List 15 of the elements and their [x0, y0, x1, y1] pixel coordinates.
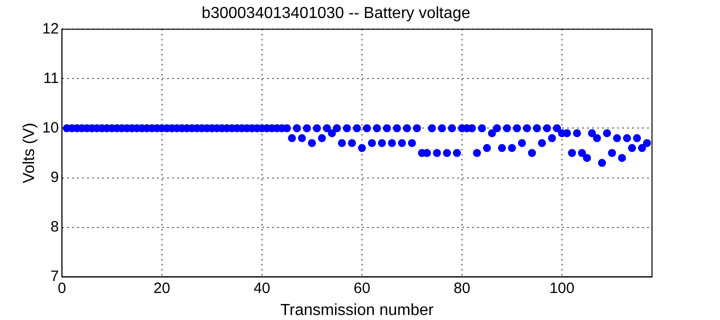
x-tick-label: 100 [549, 280, 574, 297]
chart-title: b300034013401030 -- Battery voltage [202, 5, 470, 22]
y-tick-label: 10 [42, 119, 59, 136]
x-tick-label: 20 [154, 280, 170, 297]
x-tick-label: 0 [58, 280, 66, 297]
y-axis-title: Volts (V) [21, 122, 38, 184]
y-tick-label: 11 [43, 70, 59, 87]
x-tick-label: 40 [254, 280, 270, 297]
y-tick-label: 7 [50, 268, 59, 285]
x-tick-label: 80 [454, 280, 470, 297]
y-tick-label: 12 [42, 20, 59, 38]
y-tick-label: 9 [50, 168, 59, 186]
x-axis-title: Transmission number [280, 302, 434, 319]
x-tick-label: 60 [354, 280, 370, 297]
y-tick-label: 8 [50, 218, 59, 236]
